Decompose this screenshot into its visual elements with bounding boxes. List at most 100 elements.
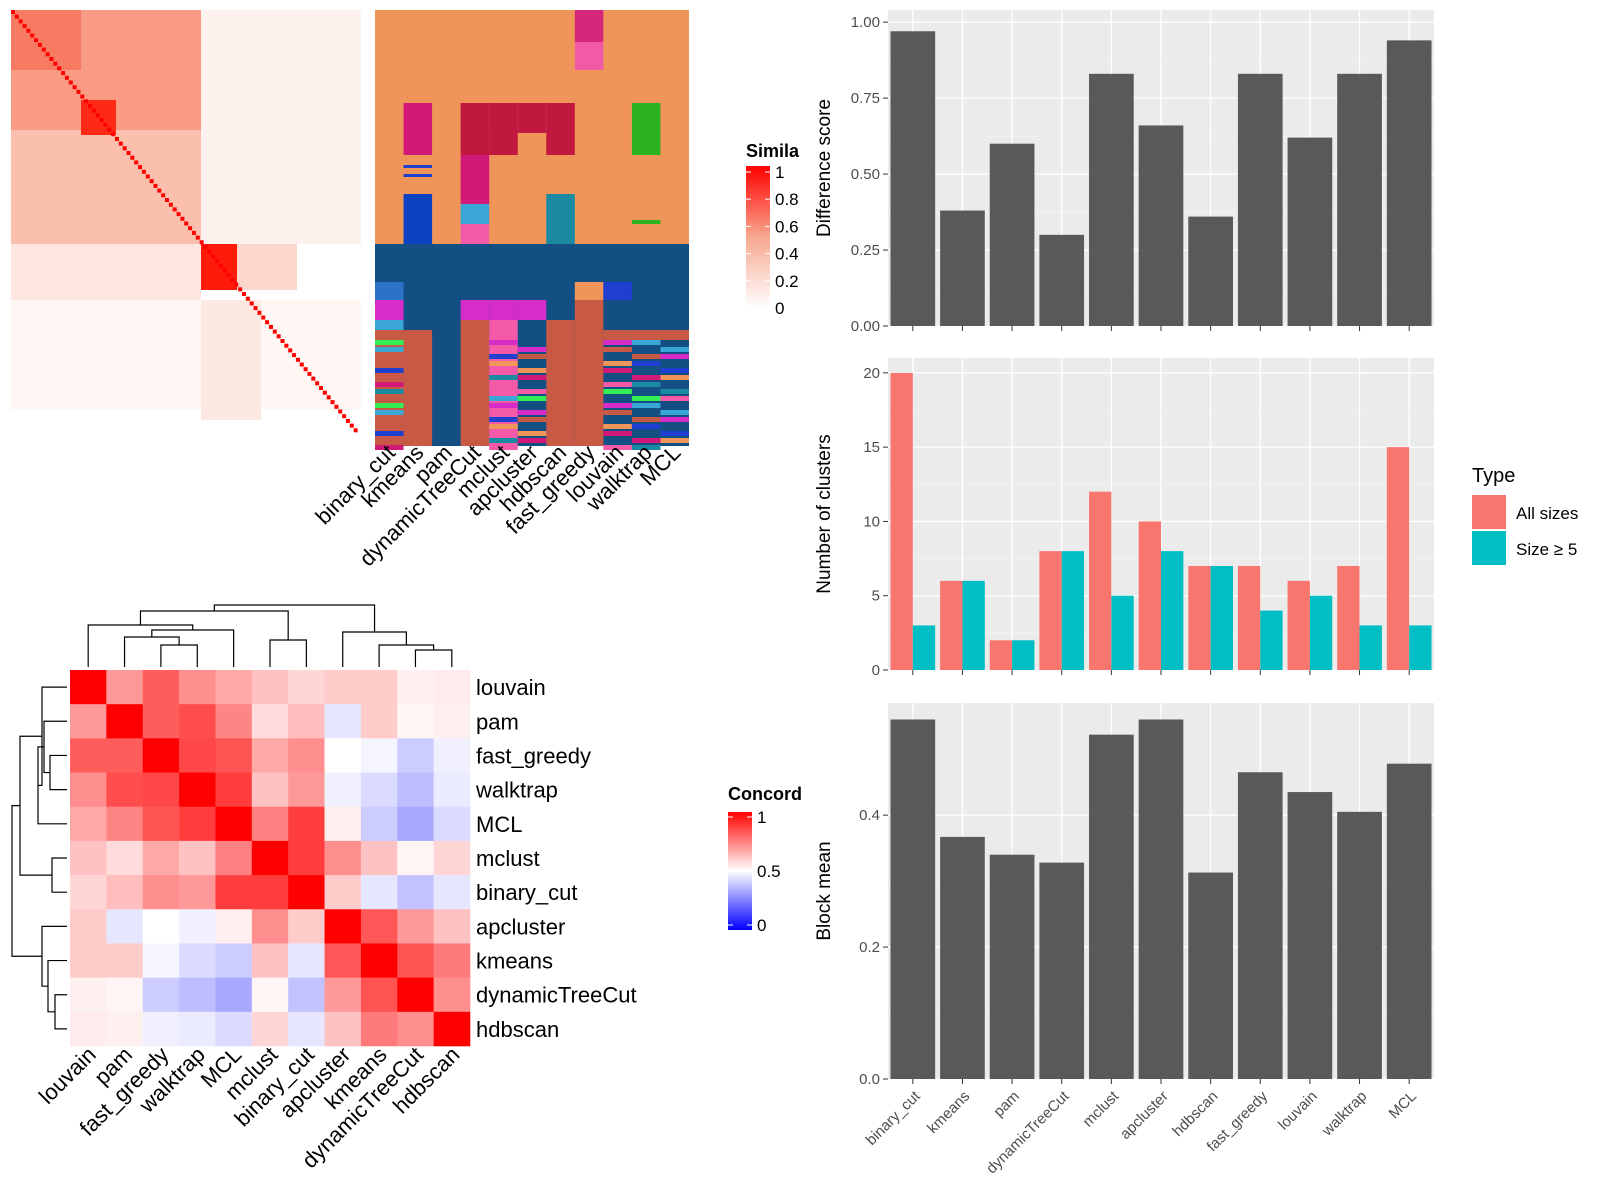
bar (1337, 811, 1382, 1079)
concordance-cell (288, 738, 325, 773)
x-tick-label: MCL (1386, 1088, 1420, 1122)
concordance-row-label: dynamicTreeCut (476, 983, 637, 1008)
bar (1188, 566, 1211, 670)
membership-segment (574, 300, 604, 446)
membership-segment (489, 340, 518, 345)
similarity-legend-tick: 0.6 (775, 217, 799, 236)
bar (1188, 216, 1233, 326)
concordance-cell (324, 875, 362, 910)
membership-segment (660, 410, 689, 415)
legend-label-size5: Size ≥ 5 (1516, 540, 1577, 559)
concordance-cell (70, 670, 107, 705)
concordance-legend-tick: 0 (757, 916, 766, 935)
diagonal-cell (211, 254, 216, 259)
concordance-cell (324, 772, 362, 808)
bar (1210, 566, 1233, 670)
diagonal-cell (30, 33, 35, 38)
bar (1161, 551, 1184, 670)
concordance-cell (251, 840, 289, 876)
diagonal-cell (307, 371, 312, 376)
concordance-cell (106, 977, 144, 1013)
diagonal-cell (330, 400, 335, 405)
membership-segment (460, 224, 490, 244)
type-legend: Type All sizes Size ≥ 5 (1472, 465, 1578, 565)
membership-segment (660, 368, 689, 373)
membership-segment (660, 347, 689, 352)
concordance-cell (70, 875, 107, 910)
membership-segment (603, 330, 632, 340)
y-tick-label: 0.4 (859, 807, 880, 824)
similarity-column-labels: binary_cutkmeanspamdynamicTreeCutmclusta… (310, 440, 685, 571)
concordance-cell (215, 840, 253, 876)
membership-segment (375, 382, 404, 387)
membership-segment (603, 382, 632, 387)
y-tick-label: 0.00 (851, 318, 880, 335)
diagonal-cell (118, 141, 123, 146)
membership-segment (660, 375, 689, 380)
diagonal-cell (18, 19, 23, 24)
membership-segment (660, 330, 689, 340)
membership-segment (517, 389, 547, 394)
bar (1111, 595, 1134, 670)
diagonal-cell (338, 409, 343, 414)
x-tick-label: walktrap (1318, 1088, 1370, 1140)
bar (1386, 763, 1432, 1079)
diagonal-cell (49, 57, 54, 61)
diagonal-cell (45, 52, 50, 57)
diagonal-cell (280, 339, 285, 343)
concordance-cell (433, 909, 471, 944)
concordance-cell (215, 772, 253, 808)
diagonal-cell (265, 320, 270, 325)
diagonal-cell (91, 108, 96, 113)
membership-segment (489, 403, 518, 408)
membership-segment (546, 320, 575, 446)
concordance-legend-tick: 1 (757, 808, 766, 827)
concordance-row-label: kmeans (476, 949, 553, 974)
concordance-cell (360, 1011, 398, 1047)
concordance-cell (288, 1011, 325, 1047)
concordance-cell (106, 943, 144, 978)
concordance-cell (251, 875, 289, 910)
diagonal-cell (84, 99, 89, 104)
concordance-cell (70, 943, 107, 978)
concordance-cell (179, 875, 216, 910)
diagonal-cell (288, 348, 293, 353)
similarity-legend-title: Simila (746, 141, 800, 161)
diagonal-cell (141, 169, 146, 174)
membership-segment (660, 438, 689, 443)
concordance-cell (397, 772, 434, 808)
diagonal-cell (349, 423, 354, 428)
concordance-row-label: MCL (476, 812, 522, 837)
membership-segment (631, 396, 661, 401)
membership-segment (489, 417, 518, 422)
concordance-row-label: binary_cut (476, 880, 578, 905)
x-tick-label: louvain (1275, 1088, 1321, 1134)
concordance-cell (324, 670, 362, 705)
membership-segment (574, 10, 604, 42)
bar (989, 854, 1035, 1079)
concordance-legend-title: Concord (728, 784, 802, 804)
diagonal-cell (161, 193, 166, 198)
concordance-cell (360, 943, 398, 978)
membership-segment (631, 354, 661, 359)
bar (1386, 447, 1410, 670)
column-dendrogram (87, 604, 453, 667)
diagonal-cell (122, 146, 127, 151)
bar (1089, 491, 1112, 670)
concordance-cell (433, 875, 471, 910)
membership-segment (517, 431, 547, 436)
membership-segment (603, 445, 632, 450)
membership-segment (517, 417, 547, 422)
membership-segment (460, 155, 490, 204)
membership-segment (460, 103, 490, 155)
membership-segment (660, 354, 689, 359)
concordance-cell (142, 670, 180, 705)
diagonal-cell (134, 160, 139, 165)
concordance-heatmap (70, 670, 471, 1047)
concordance-cell (360, 772, 398, 808)
concordance-cell (142, 840, 180, 876)
diagonal-cell (268, 324, 273, 329)
concordance-cell (251, 670, 289, 705)
